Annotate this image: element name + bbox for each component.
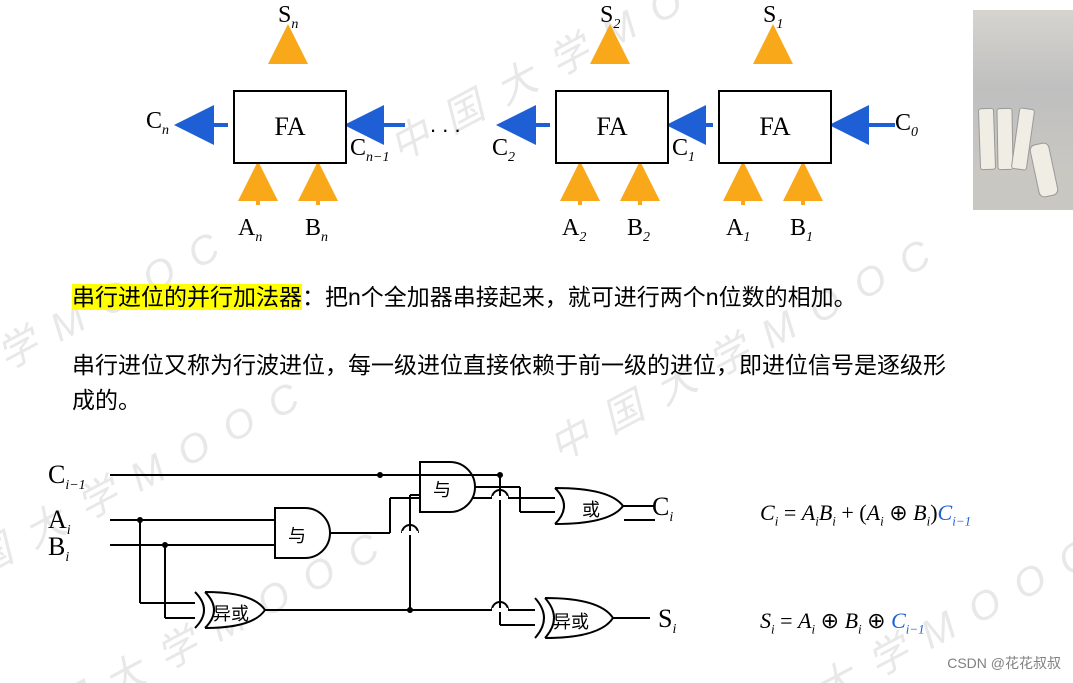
lbl-s1: S1 — [763, 2, 783, 33]
lbl-b2: B2 — [627, 215, 650, 246]
equation-s: Si = Ai ⊕ Bi ⊕ Ci−1 — [760, 608, 925, 637]
gate-or-lbl: 或 — [582, 496, 600, 522]
slide-root: { "watermark":"中国大学MOOC", "fa_diagram":{… — [0, 0, 1073, 683]
ellipsis: . . . — [430, 112, 461, 138]
credit-text: CSDN @花花叔叔 — [947, 653, 1061, 673]
domino-image — [973, 10, 1073, 210]
lbl-c1: C1 — [672, 135, 695, 166]
paragraph-1-rest: ：把n个全加器串接起来，就可进行两个n位数的相加。 — [302, 284, 857, 310]
gate-xor2-lbl: 异或 — [553, 608, 589, 634]
gate-out-c: Ci — [652, 492, 673, 526]
fa-block-1: FA — [718, 90, 832, 164]
gate-and2-lbl: 与 — [433, 476, 451, 502]
gate-and1-lbl: 与 — [288, 522, 306, 548]
paragraph-2: 串行进位又称为行波进位，每一级进位直接依赖于前一级的进位，即进位信号是逐级形成的… — [72, 348, 952, 417]
diagram-svg — [0, 0, 1073, 683]
fa-block-2: FA — [555, 90, 669, 164]
lbl-cn1: Cn−1 — [350, 135, 389, 166]
gate-in-b: Bi — [48, 532, 69, 566]
lbl-s2: S2 — [600, 2, 620, 33]
gate-out-s: Si — [658, 604, 676, 638]
lbl-bn: Bn — [305, 215, 328, 246]
lbl-a1: A1 — [726, 215, 750, 246]
highlight-title: 串行进位的并行加法器 — [72, 284, 302, 310]
lbl-c2: C2 — [492, 135, 515, 166]
lbl-cn: Cn — [146, 108, 169, 139]
lbl-c0: C0 — [895, 110, 918, 141]
equation-c: Ci = AiBi + (Ai ⊕ Bi)Ci−1 — [760, 500, 971, 529]
lbl-sn: Sn — [278, 2, 298, 33]
lbl-b1: B1 — [790, 215, 813, 246]
lbl-a2: A2 — [562, 215, 586, 246]
watermark: 中国大学MOOC中国大学MOOC中国大学MOOC 中国大学MOOC中国大学MOO… — [0, 0, 1073, 683]
paragraph-1: 串行进位的并行加法器：把n个全加器串接起来，就可进行两个n位数的相加。 — [72, 280, 992, 315]
lbl-an: An — [238, 215, 262, 246]
gate-in-c: Ci−1 — [48, 460, 86, 494]
fa-block-n: FA — [233, 90, 347, 164]
gate-xor1-lbl: 异或 — [213, 600, 249, 626]
